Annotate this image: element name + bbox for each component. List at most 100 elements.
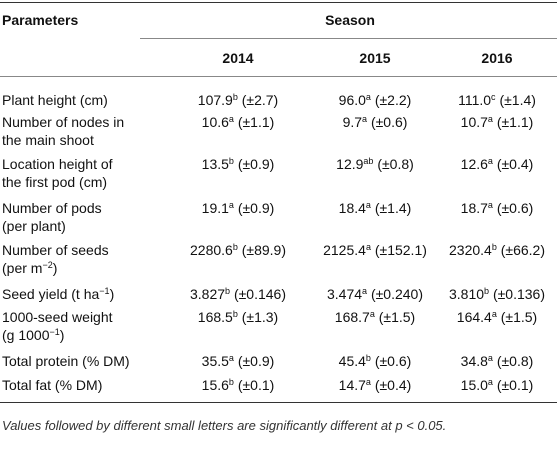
- header-season: Season: [325, 12, 375, 28]
- cell-sd: (±1.5): [500, 309, 538, 325]
- footnote: Values followed by different small lette…: [2, 418, 447, 433]
- cell-value: 9.7: [342, 114, 363, 130]
- cell: 35.5a (±0.9): [202, 352, 275, 370]
- parameter-text: Location height of: [2, 156, 113, 172]
- cell: 3.474a (±0.240): [327, 285, 423, 303]
- cell-sd: (±1.1): [237, 114, 275, 130]
- cell-sd: (±0.8): [377, 156, 414, 172]
- header-year: 2016: [481, 50, 513, 66]
- cell: 3.827b (±0.146): [190, 285, 286, 303]
- parameter-text: Number of pods: [2, 200, 102, 216]
- cell: 111.0c (±1.4): [458, 91, 536, 109]
- cell-sd: (±1.5): [378, 309, 416, 325]
- cell-letter: b: [228, 377, 234, 387]
- cell: 12.6a (±0.4): [461, 155, 534, 173]
- cell-letter: a: [487, 114, 493, 124]
- parameter-text: Plant height (cm): [2, 92, 108, 108]
- cell-sd: (±1.3): [241, 309, 279, 325]
- cell-sd: (±89.9): [241, 242, 286, 258]
- cell-value: 3.474: [327, 286, 363, 302]
- cell-sd: (±152.1): [374, 242, 427, 258]
- parameter-label: (per m−2): [2, 259, 57, 277]
- cell-value: 14.7: [338, 377, 366, 393]
- cell-letter: b: [228, 156, 234, 166]
- cell-letter: b: [491, 242, 497, 252]
- cell-value: 12.9: [336, 156, 364, 172]
- cell-value: 168.5: [197, 309, 233, 325]
- cell-sd: (±0.1): [237, 377, 275, 393]
- cell: 2280.6b (±89.9): [190, 241, 286, 259]
- header-year: 2015: [359, 50, 391, 66]
- parameter-label: Location height of: [2, 155, 113, 173]
- cell: 15.0a (±0.1): [461, 376, 534, 394]
- cell-value: 164.4: [456, 309, 492, 325]
- cell-sd: (±0.146): [233, 286, 286, 302]
- cell-sd: (±0.9): [237, 156, 275, 172]
- parameter-text: Total fat (% DM): [2, 377, 103, 393]
- parameter-text: Number of nodes in: [2, 114, 125, 130]
- cell-letter: a: [487, 200, 493, 210]
- header-year: 2014: [222, 50, 254, 66]
- parameter-text: ): [59, 327, 65, 343]
- cell: 45.4b (±0.6): [339, 352, 412, 370]
- cell-letter: a: [365, 92, 371, 102]
- cell-letter: a: [228, 114, 234, 124]
- cell-letter: a: [487, 156, 493, 166]
- cell: 9.7a (±0.6): [343, 113, 408, 131]
- parameter-label: (per plant): [2, 217, 66, 235]
- cell-value: 10.7: [460, 114, 488, 130]
- parameter-superscript: −1: [49, 327, 60, 337]
- cell-letter: a: [487, 377, 493, 387]
- cell-letter: a: [365, 200, 371, 210]
- cell-sd: (±1.1): [496, 114, 534, 130]
- cell-sd: (±0.9): [237, 200, 275, 216]
- parameter-text: (g 1000: [2, 327, 50, 343]
- cell-sd: (±0.6): [374, 353, 412, 369]
- cell-sd: (±0.9): [237, 353, 275, 369]
- cell-sd: (±1.4): [499, 92, 536, 108]
- cell-letter: b: [484, 286, 490, 296]
- parameter-text: (per m: [2, 260, 43, 276]
- cell-letter: ab: [363, 156, 374, 166]
- cell-letter: a: [228, 353, 234, 363]
- cell-letter: a: [228, 200, 234, 210]
- cell-letter: b: [232, 309, 238, 319]
- parameter-text: ): [52, 260, 58, 276]
- parameter-label: (g 1000−1): [2, 326, 64, 344]
- season-rule: [140, 38, 557, 39]
- cell: 18.7a (±0.6): [461, 199, 534, 217]
- cell-value: 168.7: [334, 309, 370, 325]
- cell: 19.1a (±0.9): [202, 199, 275, 217]
- cell-sd: (±0.136): [492, 286, 545, 302]
- parameter-label: Number of pods: [2, 199, 102, 217]
- cell-value: 19.1: [201, 200, 229, 216]
- cell: 34.8a (±0.8): [461, 352, 534, 370]
- cell-letter: a: [365, 242, 371, 252]
- cell-letter: b: [232, 242, 238, 252]
- parameter-superscript: −2: [42, 260, 53, 270]
- cell: 168.5b (±1.3): [198, 308, 278, 326]
- parameter-label: Seed yield (t ha−1): [2, 285, 114, 303]
- cell-value: 18.4: [338, 200, 366, 216]
- parameter-text: ): [109, 286, 115, 302]
- cell-letter: a: [365, 377, 371, 387]
- parameter-label: the main shoot: [2, 131, 94, 149]
- cell-value: 45.4: [338, 353, 366, 369]
- cell-value: 107.9: [197, 92, 233, 108]
- cell: 13.5b (±0.9): [202, 155, 275, 173]
- cell-value: 3.827: [190, 286, 226, 302]
- cell: 12.9ab (±0.8): [336, 155, 414, 173]
- cell-sd: (±1.4): [374, 200, 412, 216]
- cell: 18.4a (±1.4): [339, 199, 412, 217]
- cell-value: 96.0: [338, 92, 366, 108]
- cell-letter: b: [365, 353, 371, 363]
- cell-value: 3.810: [449, 286, 485, 302]
- parameter-label: the first pod (cm): [2, 173, 107, 191]
- header-parameters: Parameters: [2, 12, 79, 28]
- cell-value: 15.0: [460, 377, 488, 393]
- cell-value: 15.6: [201, 377, 229, 393]
- cell-sd: (±2.2): [374, 92, 412, 108]
- cell-value: 10.6: [201, 114, 229, 130]
- parameter-text: (per plant): [2, 218, 66, 234]
